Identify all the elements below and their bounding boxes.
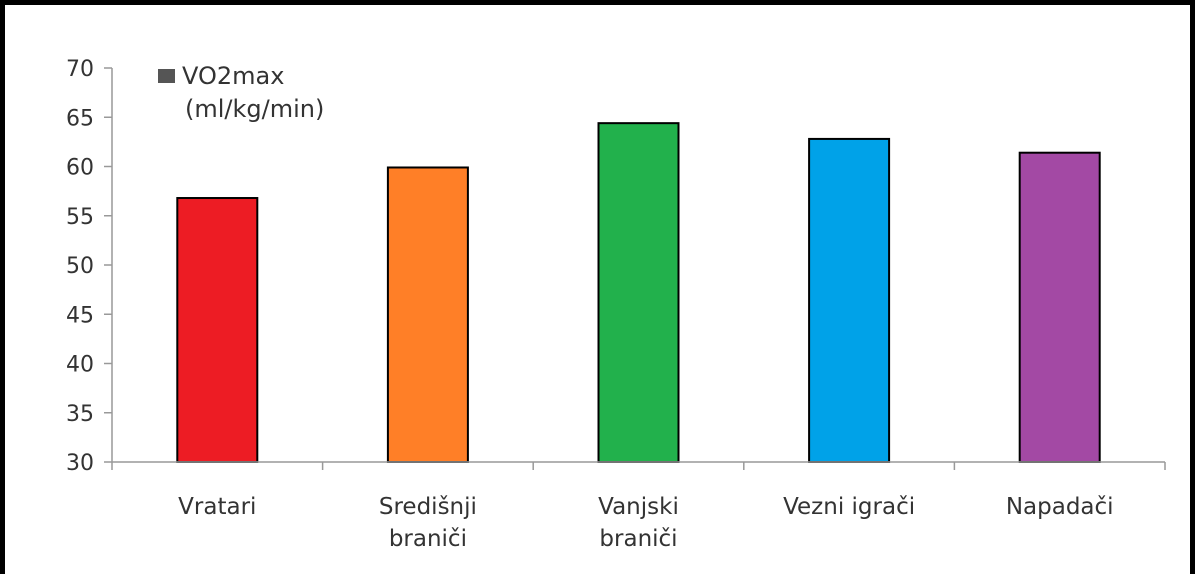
- x-category-label: Vratari: [178, 494, 256, 520]
- bar: [599, 123, 679, 462]
- legend-swatch: [158, 69, 175, 83]
- y-tick-label: 60: [66, 156, 94, 181]
- bars: [177, 123, 1099, 462]
- y-tick-label: 30: [66, 451, 94, 476]
- y-tick-label: 40: [66, 353, 94, 378]
- x-category-label-line: braniči: [599, 526, 677, 552]
- x-category-label-line: braniči: [389, 526, 467, 552]
- y-tick-label: 35: [66, 402, 94, 427]
- x-category-label-line: Vanjski: [598, 494, 679, 520]
- x-category-label: Vanjski braniči: [598, 494, 679, 552]
- x-category-label: Napadači: [1006, 494, 1114, 520]
- bar: [177, 198, 257, 462]
- legend: VO2max (ml/kg/min): [158, 62, 324, 123]
- bar: [809, 139, 889, 462]
- legend-label: VO2max: [182, 62, 284, 90]
- x-category-label-line: Središnji: [379, 494, 477, 520]
- y-axis: 30 35 40 45 50 55 60 65 70: [66, 57, 112, 476]
- bar: [388, 167, 468, 462]
- x-category-label-line: Vezni igrači: [783, 494, 915, 520]
- y-tick-label: 45: [66, 303, 94, 328]
- y-tick-label: 70: [66, 57, 94, 82]
- x-category-label-line: Vratari: [178, 494, 256, 520]
- y-tick-label: 65: [66, 106, 94, 131]
- x-category-label-line: Napadači: [1006, 494, 1114, 520]
- bar: [1020, 153, 1100, 462]
- x-axis: Vratari Središnji braniči Vanjski braniči Vez…: [112, 462, 1165, 552]
- legend-label: (ml/kg/min): [185, 95, 324, 123]
- y-tick-label: 50: [66, 254, 94, 279]
- x-category-label: Središnji braniči: [379, 494, 477, 552]
- x-category-label: Vezni igrači: [783, 494, 915, 520]
- y-tick-label: 55: [66, 205, 94, 230]
